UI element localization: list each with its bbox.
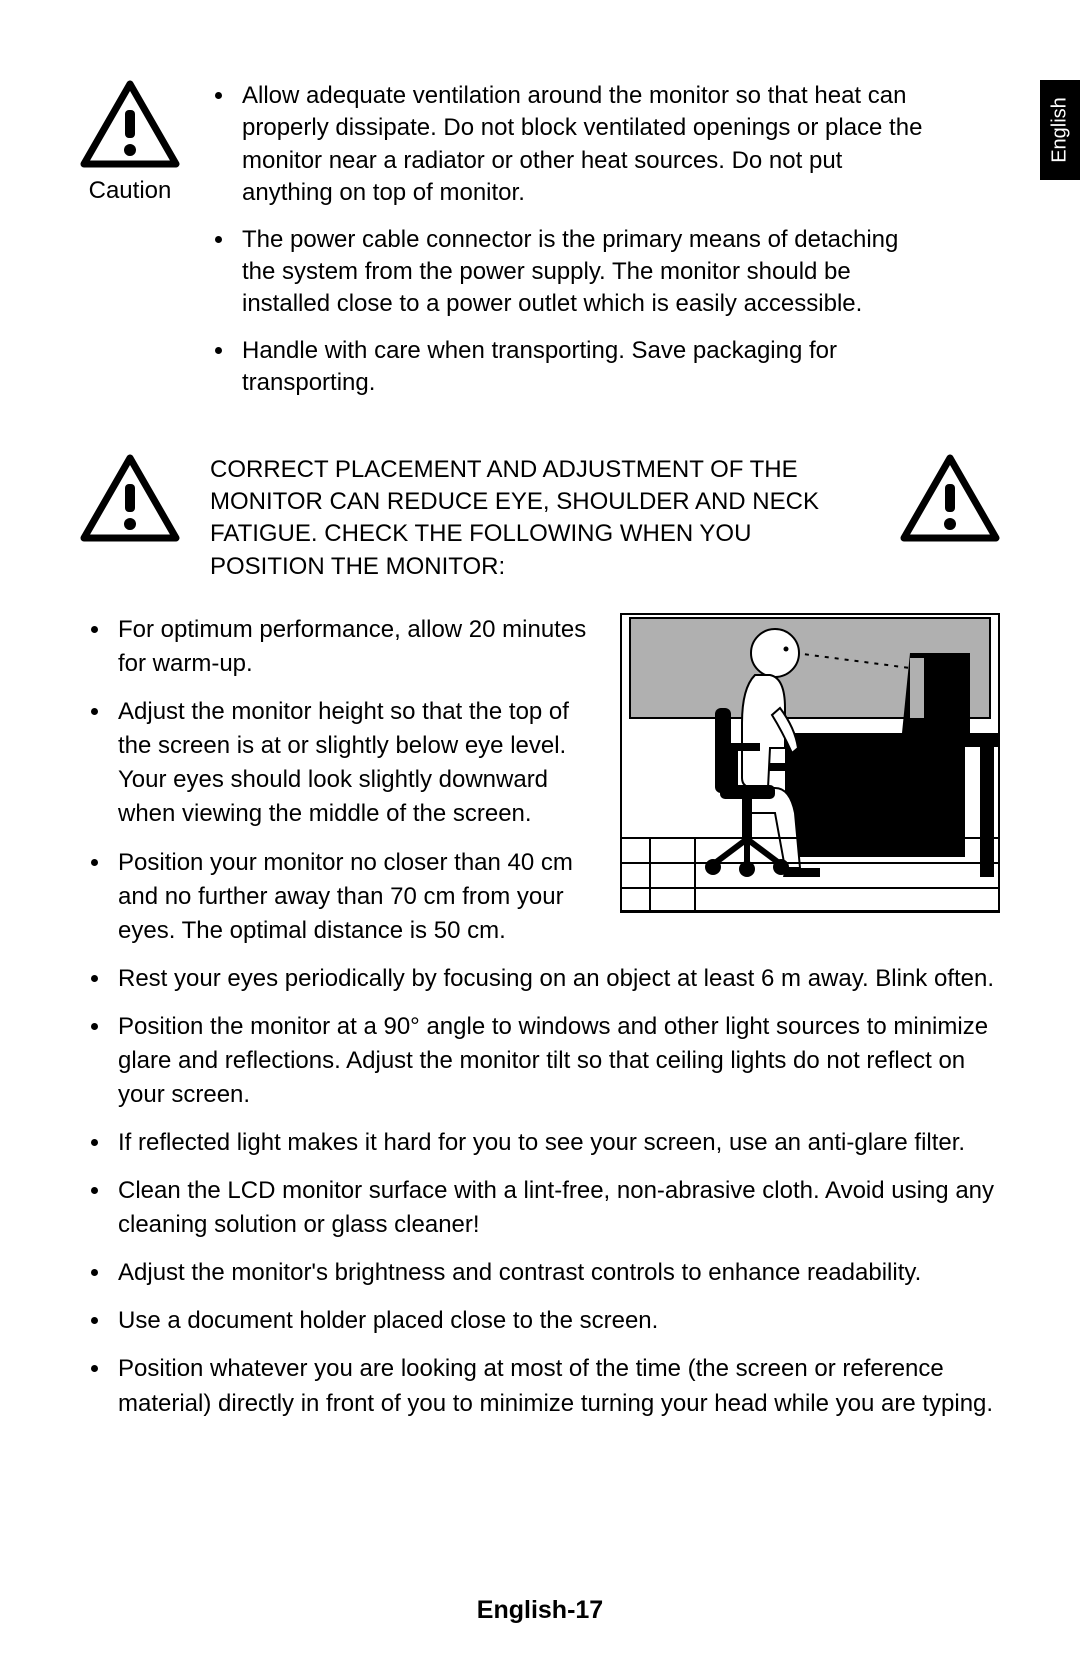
ergonomics-figure [620,613,1000,913]
page-content: Caution Allow adequate ventilation aroun… [80,80,1000,1435]
caution-icon [80,454,180,542]
caution-label: Caution [80,177,180,205]
page-footer: English-17 [0,1596,1080,1625]
caution-bullet: Handle with care when transporting. Save… [236,335,930,400]
caution-bullet-list: Allow adequate ventilation around the mo… [210,80,1000,414]
ergonomics-bullet: Adjust the monitor's brightness and cont… [112,1256,1000,1290]
caution-bullet: Allow adequate ventilation around the mo… [236,80,930,210]
ergonomics-bullet: Position whatever you are looking at mos… [112,1352,1000,1420]
emphasis-text: CORRECT PLACEMENT AND ADJUSTMENT OF THE … [200,454,880,584]
caution-icon [80,80,180,168]
ergonomics-bullet: If reflected light makes it hard for you… [112,1126,1000,1160]
caution-bullet: The power cable connector is the primary… [236,224,930,321]
caution-section: Caution Allow adequate ventilation aroun… [80,80,1000,414]
ergonomics-bullet: Clean the LCD monitor surface with a lin… [112,1174,1000,1242]
ergonomics-section: For optimum performance, allow 20 minute… [80,613,1000,1435]
caution-icon [900,454,1000,542]
emphasis-section: CORRECT PLACEMENT AND ADJUSTMENT OF THE … [80,454,1000,584]
language-tab: English [1040,80,1080,180]
ergonomics-bullet: Rest your eyes periodically by focusing … [112,962,1000,996]
ergonomics-bullet: Use a document holder placed close to th… [112,1304,1000,1338]
ergonomics-bullet: Position the monitor at a 90° angle to w… [112,1010,1000,1112]
caution-block: Caution [80,80,180,414]
language-tab-label: English [1049,97,1072,163]
